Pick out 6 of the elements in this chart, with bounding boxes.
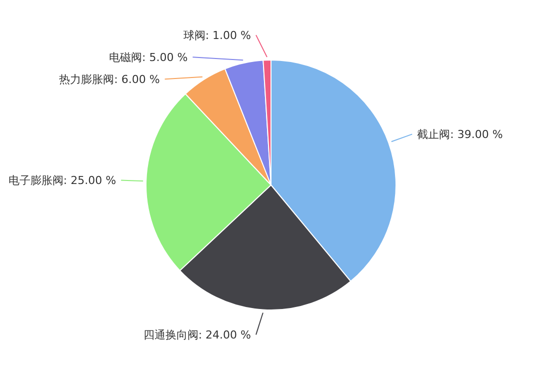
slice-label: 四通换向阀: 24.00 % (143, 328, 251, 342)
slice-label: 球阀: 1.00 % (183, 28, 251, 42)
slice-label: 电磁阀: 5.00 % (109, 50, 188, 64)
slice-label: 电子膨胀阀: 25.00 % (8, 174, 116, 188)
slice-label: 热力膨胀阀: 6.00 % (59, 72, 160, 86)
slice-label: 截止阀: 39.00 % (417, 128, 503, 142)
